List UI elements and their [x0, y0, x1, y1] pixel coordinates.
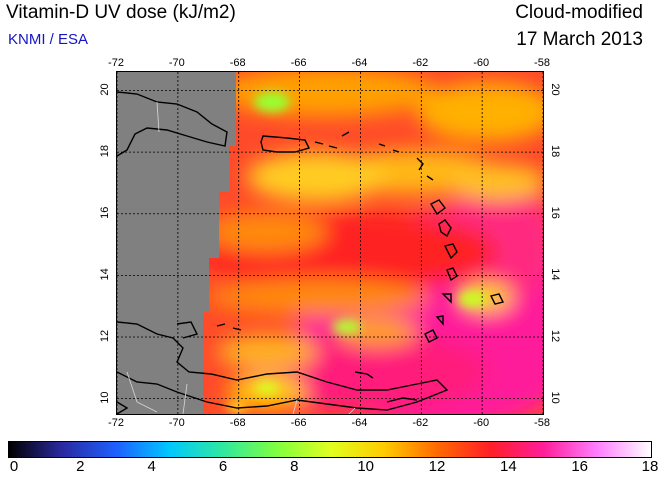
- top-longitude-labels: -72 -70 -68 -66 -64 -62 -60 -58: [108, 57, 550, 69]
- axis-labels: -72 -70 -68 -66 -64 -62 -60 -58 -72 -70 -68 -66 -64…: [99, 57, 561, 429]
- date-label: 17 March 2013: [516, 29, 643, 50]
- product-mode-label: Cloud-modified: [515, 2, 643, 23]
- color-scale-tick-label: 18: [641, 458, 659, 475]
- longitude-label: -60: [473, 57, 489, 69]
- longitude-label: -70: [169, 57, 185, 69]
- latitude-label: 20: [549, 83, 561, 95]
- longitude-label: -68: [230, 417, 246, 429]
- latitude-label: 14: [99, 268, 111, 280]
- uv-dose-map: [116, 71, 544, 415]
- coastlines: [117, 91, 505, 414]
- longitude-label: -70: [169, 417, 185, 429]
- longitude-label: -64: [351, 57, 367, 69]
- color-scale-tick-label: 6: [218, 458, 228, 475]
- longitude-label: -72: [108, 417, 124, 429]
- organization-label: KNMI / ESA: [8, 31, 89, 48]
- latitude-label: 20: [99, 83, 111, 95]
- color-scale-tick-label: 4: [147, 458, 156, 475]
- country-borders: [126, 101, 356, 414]
- bottom-longitude-labels: -72 -70 -68 -66 -64 -62 -60 -58: [108, 417, 550, 429]
- color-scale-tick-label: 16: [571, 458, 588, 475]
- lat-lon-grid: [117, 72, 543, 414]
- uv-field-patterns: [197, 72, 543, 414]
- latitude-label: 10: [99, 391, 111, 403]
- longitude-label: -58: [534, 57, 550, 69]
- color-scale-tick-label: 8: [290, 458, 299, 475]
- latitude-label: 18: [549, 145, 561, 157]
- color-scale-tick-label: 10: [357, 458, 374, 475]
- latitude-label: 14: [549, 268, 561, 280]
- longitude-label: -62: [412, 57, 428, 69]
- longitude-label: -66: [291, 417, 307, 429]
- map-title: Vitamin-D UV dose (kJ/m2): [6, 2, 236, 23]
- latitude-label: 18: [99, 145, 111, 157]
- uv-field-green-spots: [227, 92, 486, 412]
- color-scale-bar: [8, 441, 652, 458]
- color-scale-tick-label: 2: [76, 458, 85, 475]
- latitude-label: 12: [549, 330, 561, 342]
- longitude-label: -60: [473, 417, 489, 429]
- longitude-label: -62: [412, 417, 428, 429]
- latitude-label: 16: [549, 207, 561, 219]
- longitude-label: -58: [534, 417, 550, 429]
- color-scale-tick-label: 14: [499, 458, 517, 475]
- left-latitude-labels: 20 18 16 14 12 10: [99, 83, 111, 403]
- latitude-label: 16: [99, 207, 111, 219]
- longitude-label: -66: [291, 57, 307, 69]
- latitude-label: 10: [549, 391, 561, 403]
- latitude-label: 12: [99, 330, 111, 342]
- longitude-label: -72: [108, 57, 124, 69]
- longitude-label: -64: [351, 417, 367, 429]
- color-scale-tick-label: 0: [9, 458, 19, 475]
- map-canvas: [117, 72, 543, 414]
- color-scale-tick-label: 12: [428, 458, 446, 475]
- longitude-label: -68: [230, 57, 246, 69]
- right-latitude-labels: 20 18 16 14 12 10: [549, 83, 561, 403]
